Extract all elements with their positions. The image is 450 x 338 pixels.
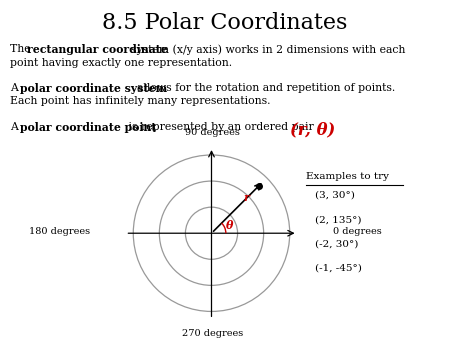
Text: Examples to try: Examples to try: [306, 172, 389, 182]
Text: (r, θ): (r, θ): [290, 122, 336, 139]
Text: Each point has infinitely many representations.: Each point has infinitely many represent…: [10, 96, 270, 106]
Text: 180 degrees: 180 degrees: [29, 227, 90, 236]
Text: rectangular coordinate: rectangular coordinate: [27, 44, 168, 55]
Text: 270 degrees: 270 degrees: [182, 329, 243, 338]
Text: (-1, -45°): (-1, -45°): [315, 264, 362, 273]
Text: is represented by an ordered pair: is represented by an ordered pair: [125, 122, 320, 132]
Text: θ: θ: [226, 220, 233, 231]
Text: system (x/y axis) works in 2 dimensions with each: system (x/y axis) works in 2 dimensions …: [130, 44, 405, 54]
Text: allows for the rotation and repetition of points.: allows for the rotation and repetition o…: [137, 83, 395, 93]
Text: (3, 30°): (3, 30°): [315, 191, 355, 200]
Text: 0 degrees: 0 degrees: [333, 227, 382, 236]
Text: 90 degrees: 90 degrees: [185, 128, 240, 137]
Text: point having exactly one representation.: point having exactly one representation.: [10, 57, 232, 68]
Text: A: A: [10, 83, 21, 93]
Text: polar coordinate point: polar coordinate point: [20, 122, 156, 133]
Text: A: A: [10, 122, 21, 132]
Text: 8.5 Polar Coordinates: 8.5 Polar Coordinates: [102, 12, 348, 34]
Text: (2, 135°): (2, 135°): [315, 215, 361, 224]
Text: r: r: [243, 192, 249, 203]
Text: polar coordinate system: polar coordinate system: [20, 83, 167, 94]
Text: The: The: [10, 44, 34, 54]
Text: (-2, 30°): (-2, 30°): [315, 240, 358, 249]
